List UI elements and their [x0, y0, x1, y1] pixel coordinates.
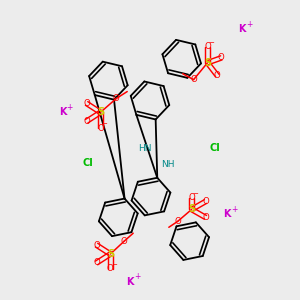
- Text: S: S: [188, 204, 195, 214]
- Text: K: K: [59, 107, 67, 117]
- Text: O: O: [214, 71, 221, 80]
- Text: +: +: [134, 272, 140, 281]
- Text: +: +: [231, 205, 237, 214]
- Text: HN: HN: [138, 143, 152, 152]
- Text: O: O: [204, 43, 211, 52]
- Text: O: O: [121, 237, 128, 246]
- Text: −: −: [101, 121, 107, 127]
- Text: O: O: [97, 124, 104, 133]
- Text: S: S: [204, 58, 211, 68]
- Text: K: K: [126, 277, 134, 287]
- Text: O: O: [93, 258, 100, 267]
- Text: O: O: [188, 193, 195, 202]
- Text: K: K: [238, 24, 246, 34]
- Text: O: O: [202, 197, 209, 206]
- Text: O: O: [83, 117, 90, 126]
- Text: NH: NH: [161, 160, 175, 169]
- Text: +: +: [67, 103, 73, 112]
- Text: S: S: [97, 107, 104, 117]
- Text: O: O: [83, 99, 90, 108]
- Text: O: O: [113, 94, 120, 103]
- Text: O: O: [93, 241, 100, 250]
- Text: O: O: [218, 53, 225, 62]
- Text: −: −: [208, 40, 214, 46]
- Text: O: O: [202, 213, 209, 222]
- Text: +: +: [246, 20, 252, 29]
- Text: −: −: [193, 190, 199, 196]
- Text: Cl: Cl: [82, 158, 93, 168]
- Text: O: O: [174, 217, 181, 226]
- Text: K: K: [224, 209, 231, 219]
- Text: Cl: Cl: [209, 143, 220, 153]
- Text: O: O: [190, 75, 197, 84]
- Text: S: S: [107, 249, 114, 259]
- Text: O: O: [107, 264, 114, 273]
- Text: −: −: [111, 262, 117, 268]
